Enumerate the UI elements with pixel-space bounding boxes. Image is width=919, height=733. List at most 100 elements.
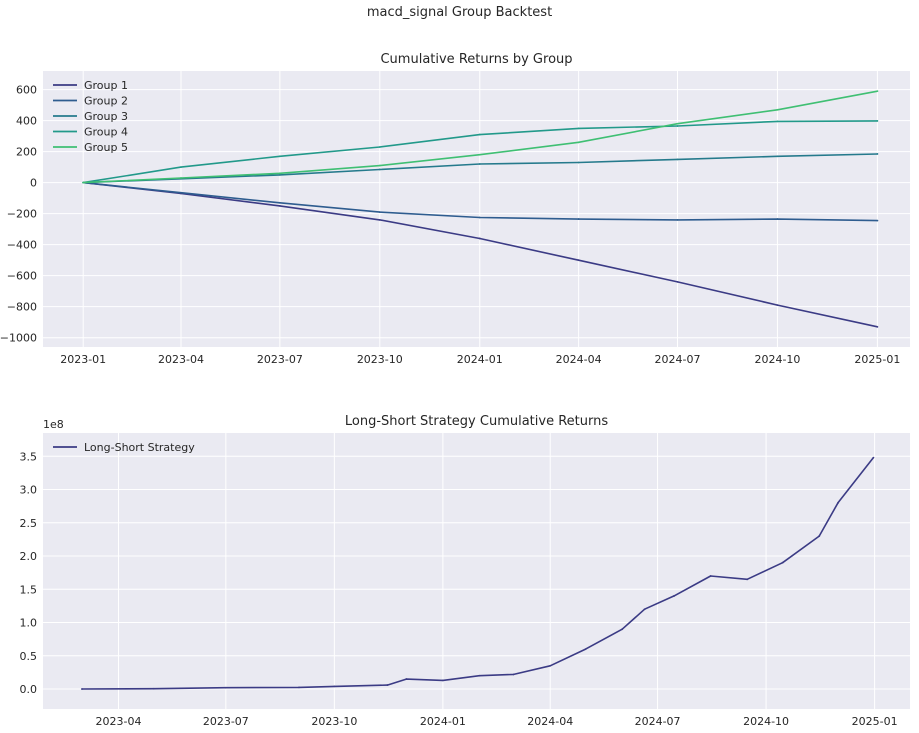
data-point-group-5 <box>278 172 281 175</box>
data-point-group-5 <box>876 90 879 93</box>
data-point-group-1 <box>776 304 779 307</box>
data-point-group-1 <box>876 325 879 328</box>
x-tick-label: 2025-01 <box>854 353 900 366</box>
chart-title: Cumulative Returns by Group <box>380 52 572 67</box>
data-point-long-short-strategy <box>405 678 408 680</box>
data-point-long-short-strategy <box>512 673 515 676</box>
x-tick-label: 2025-01 <box>852 715 898 728</box>
data-point-group-2 <box>180 191 182 194</box>
data-point-group-1 <box>676 280 679 283</box>
y-tick-label: 200 <box>16 146 37 159</box>
data-point-group-2 <box>776 218 779 220</box>
axis-offset-label: 1e8 <box>43 418 64 431</box>
y-tick-label: 2.0 <box>20 550 38 563</box>
data-point-group-2 <box>676 218 679 221</box>
y-tick-label: 1.0 <box>20 617 38 630</box>
data-point-long-short-strategy <box>781 561 784 564</box>
figure-suptitle: macd_signal Group Backtest <box>366 5 553 20</box>
data-point-long-short-strategy <box>643 608 646 611</box>
y-tick-label: 3.0 <box>20 484 38 497</box>
data-point-group-4 <box>577 127 580 130</box>
y-tick-label: −200 <box>7 208 37 221</box>
plot-area <box>43 71 910 347</box>
data-point-group-2 <box>876 219 879 222</box>
data-point-long-short-strategy <box>818 535 821 537</box>
y-tick-label: 0.0 <box>20 683 38 696</box>
x-tick-label: 2024-10 <box>743 715 789 728</box>
data-point-group-3 <box>378 168 381 171</box>
data-point-group-1 <box>577 259 580 262</box>
y-tick-label: −1000 <box>0 332 37 345</box>
y-tick-label: 400 <box>16 115 37 128</box>
y-tick-label: −400 <box>7 239 37 252</box>
y-tick-label: 0.5 <box>20 650 38 663</box>
data-point-long-short-strategy <box>709 575 712 577</box>
data-point-long-short-strategy <box>621 628 624 631</box>
data-point-long-short-strategy <box>837 501 839 504</box>
y-tick-label: −600 <box>7 270 37 283</box>
y-tick-label: 600 <box>16 84 37 97</box>
y-tick-label: −800 <box>7 301 37 314</box>
data-point-group-3 <box>776 155 779 158</box>
y-tick-label: 3.5 <box>20 450 38 463</box>
data-point-group-2 <box>478 216 481 219</box>
chart-panel-group-returns: 600 400 200 0 −200 −400 −600 −800 −1000 2023-01 20… <box>0 52 910 366</box>
x-tick-label: 2023-01 <box>60 353 106 366</box>
data-point-group-5 <box>577 141 580 144</box>
data-point-group-3 <box>876 153 879 155</box>
x-tick-label: 2024-04 <box>556 353 602 366</box>
legend-label-group-1: Group 1 <box>84 79 128 92</box>
data-point-group-3 <box>577 161 580 164</box>
legend-label-group-4: Group 4 <box>84 126 128 139</box>
data-point-group-4 <box>478 133 481 136</box>
data-point-group-2 <box>378 211 381 214</box>
data-point-long-short-strategy <box>549 664 552 667</box>
data-point-group-2 <box>577 218 580 220</box>
chart-panel-long-short: 3.5 3.0 2.5 2.0 1.5 1.0 0.5 0.0 2023-04 2023-07 20… <box>20 414 910 728</box>
data-point-long-short-strategy <box>478 674 481 677</box>
x-tick-label: 2024-10 <box>754 353 800 366</box>
data-point-group-4 <box>180 166 182 169</box>
data-point-group-4 <box>278 155 281 158</box>
legend-label-group-2: Group 2 <box>84 95 128 108</box>
data-point-long-short-strategy <box>746 578 749 581</box>
data-point-group-1 <box>478 237 481 240</box>
data-point-group-2 <box>278 201 281 204</box>
data-point-long-short-strategy <box>81 688 83 690</box>
data-point-group-4 <box>876 120 879 122</box>
legend: Group 1 Group 2 Group 3 Group 4 Group 5 <box>53 79 128 154</box>
x-tick-label: 2024-07 <box>635 715 681 728</box>
x-tick-label: 2023-04 <box>158 353 204 366</box>
x-tick-label: 2023-04 <box>96 715 142 728</box>
data-point-long-short-strategy <box>584 648 587 651</box>
data-point-group-5 <box>776 108 779 111</box>
y-tick-label: 2.5 <box>20 517 38 530</box>
y-tick-label: 0 <box>30 177 37 190</box>
x-tick-label: 2023-10 <box>311 715 357 728</box>
x-tick-label: 2024-07 <box>655 353 701 366</box>
data-point-group-3 <box>676 158 679 161</box>
x-tick-label: 2023-07 <box>203 715 249 728</box>
data-point-long-short-strategy <box>333 685 336 688</box>
data-point-long-short-strategy <box>673 595 675 597</box>
data-point-group-5 <box>378 164 381 167</box>
legend: Long-Short Strategy <box>53 441 195 454</box>
data-point-group-4 <box>378 146 381 148</box>
data-point-group-5 <box>676 122 679 125</box>
x-tick-label: 2024-01 <box>457 353 503 366</box>
data-point-long-short-strategy <box>298 686 300 689</box>
x-tick-label: 2024-01 <box>420 715 466 728</box>
chart-title: Long-Short Strategy Cumulative Returns <box>345 414 608 429</box>
y-tick-label: 1.5 <box>20 583 38 596</box>
legend-label-group-3: Group 3 <box>84 110 128 123</box>
legend-label-group-5: Group 5 <box>84 141 128 154</box>
data-point-group-1 <box>378 218 381 221</box>
data-point-long-short-strategy <box>152 687 155 690</box>
data-point-group-5 <box>478 153 481 156</box>
data-point-group-4 <box>776 120 779 123</box>
data-point-group-5 <box>180 177 182 179</box>
data-point-long-short-strategy <box>441 679 444 682</box>
data-point-long-short-strategy <box>872 456 875 459</box>
data-point-group-5 <box>82 181 85 184</box>
plot-area <box>43 433 910 709</box>
